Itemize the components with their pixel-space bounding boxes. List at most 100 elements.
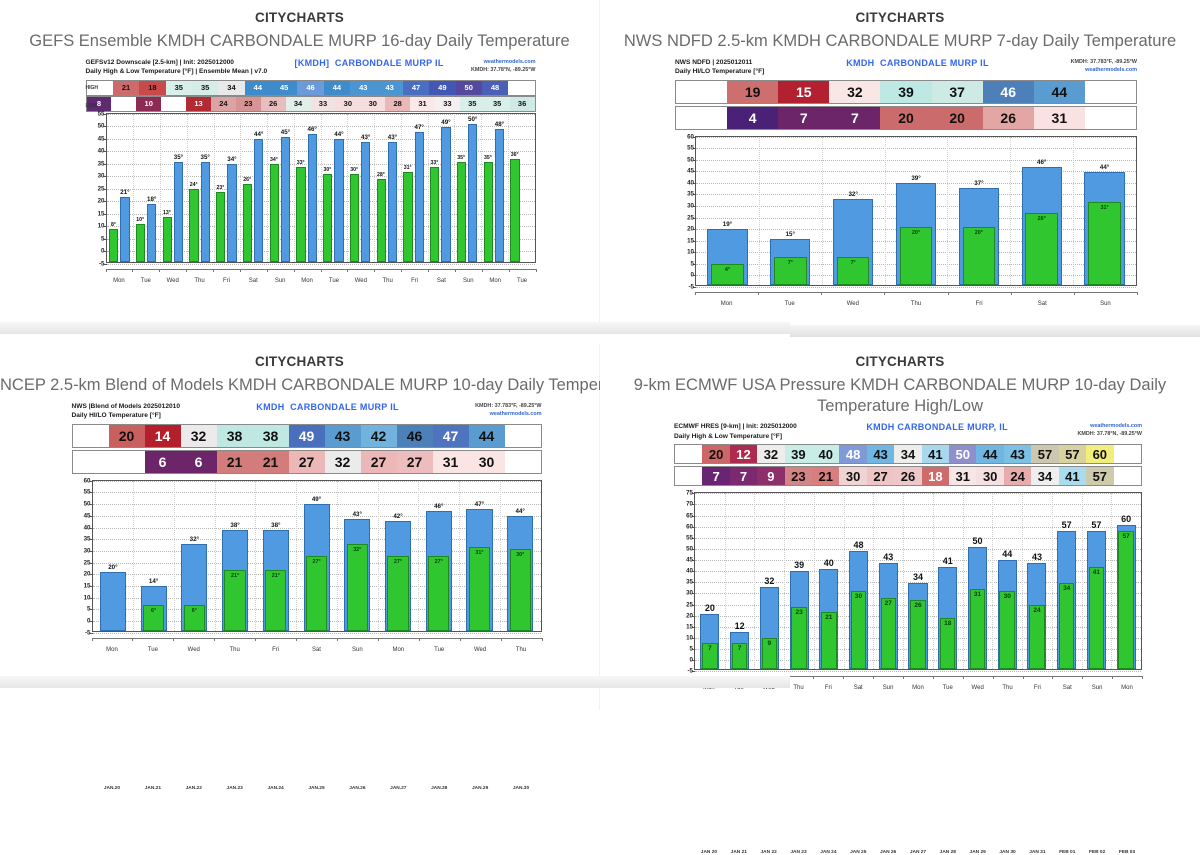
bar-slot[interactable]: 43 24 — [1022, 493, 1052, 670]
low-temperature-bar[interactable] — [910, 600, 926, 670]
bar-slot[interactable]: 34° 45° — [267, 114, 294, 262]
bar-slot[interactable]: 12 7 — [725, 493, 755, 670]
high-temperature-bar[interactable] — [173, 161, 183, 262]
high-temperature-bar[interactable] — [280, 136, 290, 262]
bar-slot[interactable]: 41 18 — [933, 493, 963, 670]
weather-figure-ecmwf[interactable]: ECMWF HRES [9-km] | Init: 2025012000 Dail… — [654, 422, 1146, 855]
bar-slot[interactable]: 35° 48° — [481, 114, 508, 262]
low-temperature-bar[interactable] — [821, 611, 837, 670]
plot-area-ndfd[interactable]: -5 0 5 10 15 20 25 30 35 40 45 50 55 60 19° 4° 15° 7° 32° 7… — [687, 133, 1137, 290]
bar-slot[interactable]: 50 31 — [963, 493, 993, 670]
bar-slot[interactable]: 57 41 — [1082, 493, 1112, 670]
bar-slot[interactable]: 15° 7° — [759, 137, 822, 285]
low-temperature-bar[interactable] — [403, 171, 413, 262]
bar-slot[interactable]: 13° 35° — [160, 114, 187, 262]
low-temperature-bar[interactable] — [456, 161, 467, 262]
low-temperature-bar[interactable] — [242, 184, 253, 262]
low-temperature-bar[interactable] — [430, 166, 440, 262]
high-temperature-bar[interactable] — [494, 129, 504, 262]
high-temperature-bar[interactable] — [120, 196, 130, 262]
low-temperature-bar[interactable] — [962, 227, 996, 285]
plot-area-ecmwf[interactable]: -5 0 5 10 15 20 25 30 35 40 45 50 55 60 65 70 75 20 7 12 7 32… — [686, 490, 1142, 675]
high-temperature-bar[interactable] — [200, 161, 210, 262]
high-temperature-bar[interactable] — [441, 126, 451, 262]
low-temperature-bar[interactable] — [305, 555, 328, 631]
high-temperature-bar[interactable] — [468, 124, 478, 262]
low-temperature-bar[interactable] — [731, 642, 748, 670]
high-temperature-bar[interactable] — [334, 139, 344, 262]
low-temperature-bar[interactable] — [850, 591, 867, 670]
low-temperature-bar[interactable] — [836, 257, 870, 285]
panel-card-ecmwf[interactable]: CITYCHARTS 9-km ECMWF USA Pressure KMDH … — [600, 344, 1200, 855]
panel-card-gefs[interactable]: CITYCHARTS GEFS Ensemble KMDH CARBONDALE… — [0, 0, 600, 420]
bar-slot[interactable]: 32° 7° — [822, 137, 885, 285]
low-temperature-bar[interactable] — [296, 166, 306, 262]
bar-slot[interactable]: 19° 4° — [696, 137, 759, 285]
low-temperature-bar[interactable] — [510, 159, 520, 262]
bar-slot[interactable]: 46° 26° — [1010, 137, 1073, 285]
low-temperature-bar[interactable] — [224, 569, 246, 631]
bar-slot[interactable]: 38° 21° — [215, 481, 256, 631]
high-temperature-bar[interactable] — [147, 204, 157, 262]
low-temperature-bar[interactable] — [899, 227, 933, 285]
low-temperature-bar[interactable] — [135, 224, 146, 262]
high-temperature-bar[interactable] — [307, 134, 317, 262]
low-temperature-bar[interactable] — [428, 555, 450, 631]
source-site[interactable]: weathermodels.com — [483, 58, 536, 65]
bar-slot[interactable]: 44 30 — [992, 493, 1022, 670]
bar-slot[interactable]: 33° 46° — [294, 114, 321, 262]
bar-slot[interactable]: 40 21 — [814, 493, 844, 670]
low-temperature-bar[interactable] — [773, 257, 807, 285]
bar-slot[interactable]: 37° 20° — [947, 137, 1010, 285]
low-temperature-bar[interactable] — [387, 555, 409, 631]
bar-slot[interactable]: 57 34 — [1052, 493, 1082, 670]
bar-slot[interactable]: 20 7 — [695, 493, 725, 670]
bar-slot[interactable]: 46° 27° — [418, 481, 459, 631]
low-temperature-bar[interactable] — [349, 174, 360, 262]
low-temperature-bar[interactable] — [791, 607, 807, 670]
bar-slot[interactable]: 20° — [93, 481, 134, 631]
low-temperature-bar[interactable] — [1025, 213, 1059, 285]
low-temperature-bar[interactable] — [940, 618, 956, 670]
low-temperature-bar[interactable] — [1088, 567, 1105, 670]
bar-slot[interactable]: 44° 30° — [500, 481, 541, 631]
source-site[interactable]: weathermodels.com — [1085, 66, 1137, 73]
high-temperature-bar[interactable] — [361, 141, 371, 262]
figure-source[interactable]: KMDH: 37.783°F, -89.25°W weathermodels.co… — [475, 402, 541, 418]
figure-source[interactable]: weathermodels.com KMDH: 37.78°N, -89.25°W — [471, 58, 536, 74]
low-temperature-bar[interactable] — [1118, 531, 1134, 670]
panel-card-ndfd[interactable]: CITYCHARTS NWS NDFD 2.5-km KMDH CARBONDA… — [600, 0, 1200, 443]
high-temperature-bar[interactable] — [227, 164, 237, 262]
bar-slot[interactable]: 49° 27° — [296, 481, 337, 631]
low-temperature-bar[interactable] — [265, 569, 287, 631]
low-temperature-bar[interactable] — [1029, 604, 1045, 670]
high-temperature-bar[interactable] — [414, 131, 424, 262]
bar-slot[interactable]: 44° 31° — [1073, 137, 1136, 285]
bar-slot[interactable]: 35° 50° — [454, 114, 481, 262]
bar-slot[interactable]: 39° 20° — [885, 137, 948, 285]
bar-slot[interactable]: 32 9 — [754, 493, 784, 670]
bar-slot[interactable]: 33° 49° — [428, 114, 455, 262]
low-temperature-bar[interactable] — [711, 263, 744, 285]
bar-slot[interactable]: 24° 35° — [187, 114, 214, 262]
bar-slot[interactable]: 60 57 — [1111, 493, 1141, 670]
low-temperature-bar[interactable] — [880, 598, 896, 670]
plot-area-nbm[interactable]: -5 0 5 10 15 20 25 30 35 40 45 50 55 60 20° 14° 6° 32° 6° 3… — [84, 477, 542, 636]
bar-slot[interactable]: 39 23 — [784, 493, 814, 670]
high-temperature-bar[interactable] — [254, 139, 264, 262]
weather-figure-nbm[interactable]: NWS |Blend of Models 2025012010 Daily HI/… — [53, 401, 546, 791]
low-temperature-bar[interactable] — [761, 638, 778, 670]
bar-slot[interactable]: 32° 6° — [174, 481, 215, 631]
bar-slot[interactable]: 30° 43° — [347, 114, 374, 262]
low-temperature-bar[interactable] — [509, 548, 531, 631]
low-temperature-bar[interactable] — [162, 216, 172, 262]
low-temperature-bar[interactable] — [468, 546, 491, 631]
bar-slot[interactable]: 43° 32° — [337, 481, 378, 631]
bar-slot[interactable]: 36° — [508, 114, 535, 262]
bar-slot[interactable]: 28° 43° — [374, 114, 401, 262]
bar-slot[interactable]: 38° 21° — [255, 481, 296, 631]
low-temperature-bar[interactable] — [216, 191, 226, 262]
high-temperature-bar[interactable] — [99, 572, 126, 631]
bar-slot[interactable]: 31° 47° — [401, 114, 428, 262]
source-site[interactable]: weathermodels.com — [1090, 423, 1142, 430]
